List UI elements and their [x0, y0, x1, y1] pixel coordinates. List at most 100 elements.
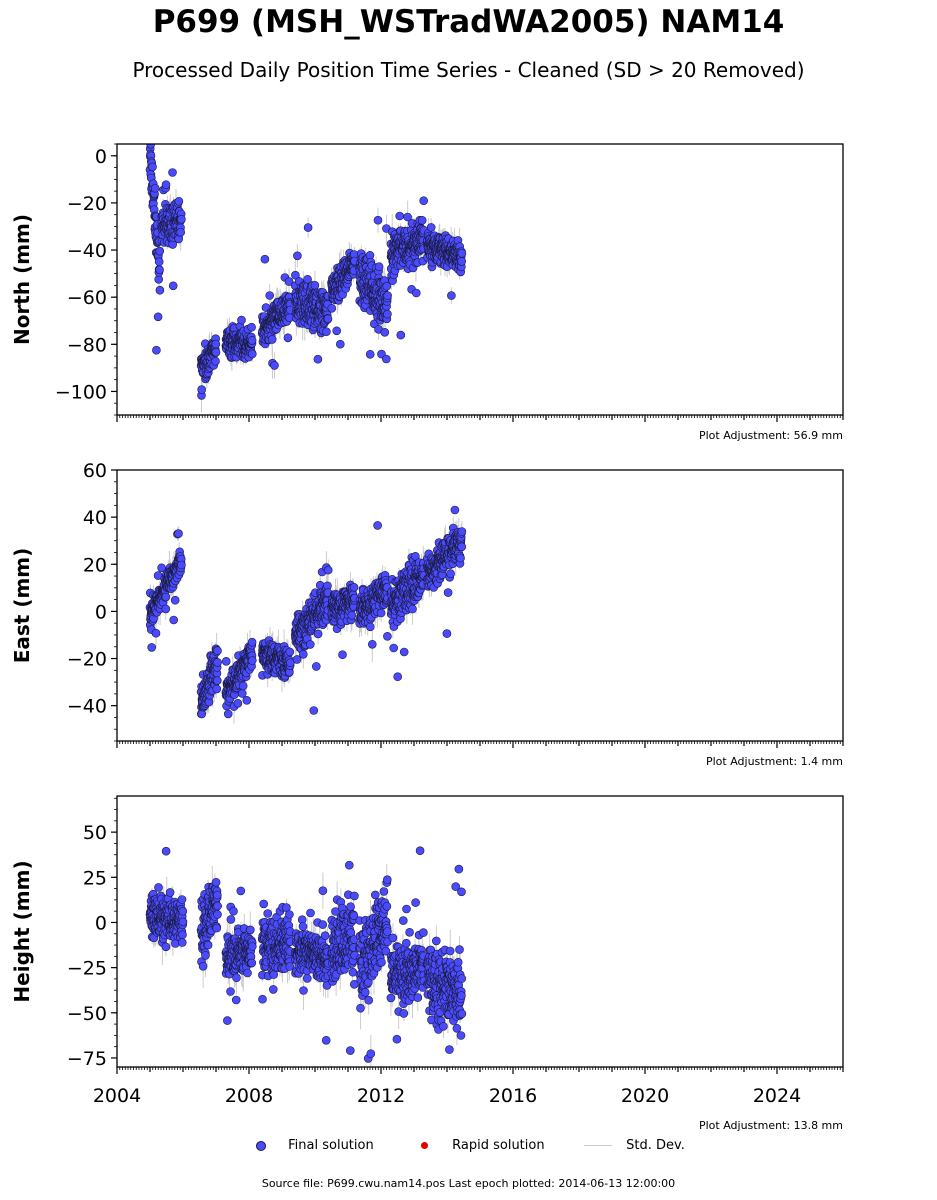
- data-point: [293, 251, 302, 261]
- data-point: [311, 662, 321, 671]
- data-point: [248, 349, 257, 359]
- data-point: [408, 604, 417, 614]
- data-point: [223, 709, 233, 719]
- data-points: [145, 505, 467, 719]
- data-point: [150, 183, 160, 193]
- data-point: [155, 285, 165, 295]
- y-tick-label: −80: [67, 334, 107, 356]
- data-points: [145, 33, 467, 400]
- data-point: [270, 361, 279, 370]
- data-point: [265, 291, 275, 300]
- y-tick-label: −20: [67, 193, 107, 215]
- y-tick-label: −40: [67, 240, 107, 262]
- data-point: [383, 291, 392, 300]
- data-point: [213, 658, 222, 667]
- data-point: [168, 168, 177, 177]
- data-point: [168, 281, 178, 291]
- data-point: [177, 560, 186, 570]
- data-point: [155, 265, 164, 275]
- chart-subtitle: Processed Daily Position Time Series - C…: [132, 58, 805, 82]
- data-point: [197, 385, 206, 394]
- data-point: [443, 588, 453, 597]
- data-point: [155, 246, 164, 256]
- data-point: [382, 281, 392, 291]
- data-point: [338, 650, 347, 660]
- data-point: [242, 695, 252, 705]
- y-tick-label: −40: [67, 696, 107, 718]
- data-point: [237, 315, 246, 325]
- data-point: [161, 592, 171, 602]
- data-point: [419, 196, 429, 205]
- data-point: [161, 180, 171, 189]
- data-point: [211, 356, 220, 366]
- data-point: [323, 565, 333, 575]
- data-point: [456, 553, 465, 563]
- data-point: [327, 303, 337, 313]
- data-point: [303, 223, 313, 232]
- data-point: [170, 595, 180, 605]
- y-axis-label: North (mm): [10, 214, 34, 345]
- data-point: [233, 698, 243, 708]
- data-point: [457, 527, 467, 536]
- data-point: [383, 309, 392, 319]
- data-point: [247, 336, 257, 345]
- y-tick-label: 40: [83, 507, 107, 529]
- data-point: [349, 582, 359, 592]
- data-point: [395, 211, 405, 221]
- data-point: [151, 628, 161, 638]
- data-point: [335, 339, 345, 349]
- data-point: [213, 676, 222, 685]
- data-point: [169, 615, 178, 625]
- data-point: [150, 33, 158, 41]
- data-point: [442, 629, 452, 638]
- data-point: [310, 280, 320, 290]
- data-point: [381, 354, 391, 364]
- data-point: [332, 326, 342, 336]
- data-point: [365, 349, 375, 359]
- data-point: [380, 327, 390, 337]
- y-tick-label: −60: [67, 287, 107, 309]
- data-point: [248, 656, 257, 665]
- data-point: [303, 274, 312, 284]
- data-point: [305, 640, 315, 649]
- chart-title: P699 (MSH_WSTradWA2005) NAM14: [152, 4, 785, 40]
- data-point: [323, 314, 333, 324]
- data-point: [247, 637, 257, 647]
- data-point: [365, 622, 375, 632]
- data-point: [237, 689, 247, 698]
- data-point: [399, 647, 409, 657]
- y-tick-label: −20: [67, 649, 107, 671]
- data-point: [457, 257, 467, 266]
- data-point: [152, 345, 161, 355]
- data-point: [221, 656, 231, 666]
- data-point: [347, 610, 357, 620]
- north-panel: 0 −20 −40 −60 −80 −100 North (mm): [10, 33, 844, 422]
- data-point: [322, 327, 331, 337]
- data-point: [457, 249, 467, 258]
- data-point: [177, 214, 186, 224]
- y-tick-label: −100: [55, 381, 107, 403]
- data-point: [161, 604, 171, 614]
- data-point: [154, 257, 164, 267]
- data-point: [373, 521, 382, 530]
- data-point: [267, 335, 277, 344]
- data-point: [417, 216, 427, 225]
- data-point: [396, 330, 406, 340]
- data-point: [450, 505, 460, 515]
- y-tick-label: 0: [95, 146, 107, 168]
- data-point: [403, 212, 412, 222]
- data-point: [174, 197, 184, 206]
- data-point: [376, 608, 386, 618]
- data-point: [147, 643, 156, 652]
- data-point: [157, 563, 166, 573]
- axes-frame: [116, 143, 844, 416]
- data-point: [313, 354, 323, 364]
- data-point: [374, 262, 384, 272]
- data-point: [211, 339, 221, 349]
- data-point: [260, 254, 270, 264]
- data-point: [238, 681, 248, 691]
- data-point: [457, 542, 467, 552]
- y-tick-label: 60: [83, 460, 107, 482]
